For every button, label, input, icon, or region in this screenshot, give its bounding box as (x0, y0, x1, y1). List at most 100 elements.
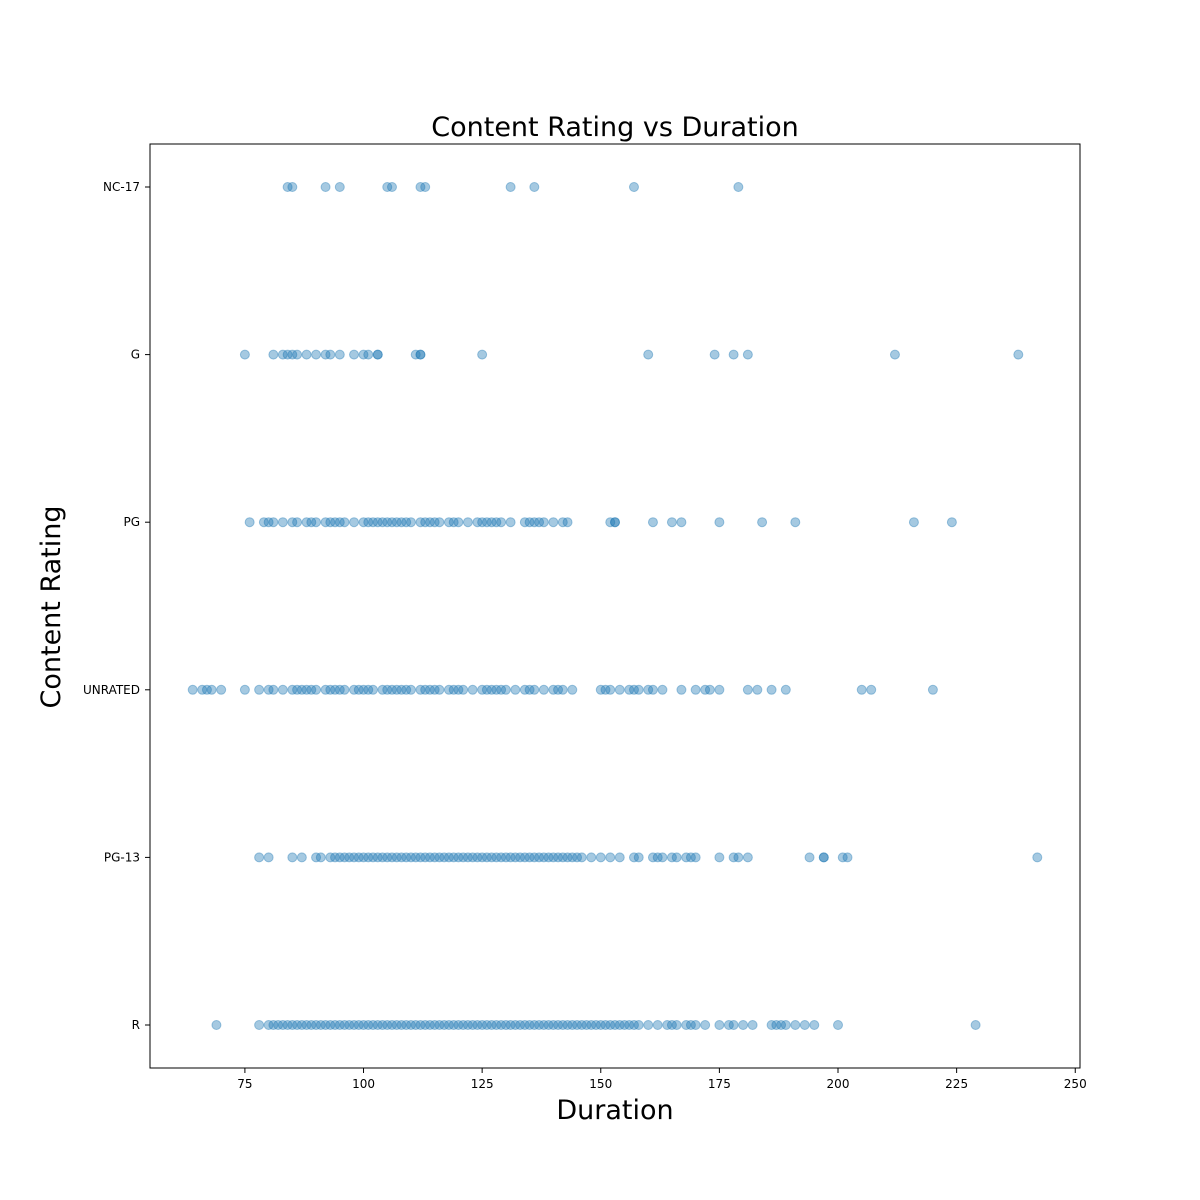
data-point (614, 852, 625, 863)
data-point (799, 1020, 810, 1030)
data-point (420, 684, 431, 695)
data-point (562, 1020, 573, 1030)
data-point (306, 1020, 317, 1030)
data-point (311, 684, 322, 695)
data-point (372, 517, 383, 528)
data-point (666, 1020, 677, 1030)
data-point (548, 684, 559, 695)
data-point (386, 852, 397, 863)
data-point (306, 517, 317, 528)
data-point (633, 852, 644, 863)
data-point (415, 1020, 426, 1030)
data-point (401, 1020, 412, 1030)
data-point (538, 852, 549, 863)
data-point (657, 852, 668, 863)
data-point (553, 852, 564, 863)
data-point (557, 684, 568, 695)
data-point (657, 684, 668, 695)
data-point (405, 852, 416, 863)
data-point (287, 684, 298, 695)
data-point (600, 1020, 611, 1030)
data-point (443, 517, 454, 528)
data-point (349, 517, 360, 528)
data-point (410, 349, 421, 360)
data-point (434, 1020, 445, 1030)
data-point (382, 182, 393, 192)
data-point (605, 517, 616, 528)
data-point (325, 852, 336, 863)
data-point (481, 1020, 492, 1030)
data-point (320, 1020, 331, 1030)
data-point (491, 1020, 502, 1030)
data-point (368, 684, 379, 695)
data-point (496, 684, 507, 695)
data-point (842, 852, 853, 863)
data-point (818, 852, 829, 863)
data-point (519, 684, 530, 695)
data-point (647, 852, 658, 863)
y-tick-label: G (131, 348, 140, 362)
data-point (443, 1020, 454, 1030)
data-point (277, 349, 288, 360)
data-point (491, 517, 502, 528)
data-point (420, 517, 431, 528)
data-point (353, 852, 364, 863)
data-point (709, 349, 720, 360)
data-point (386, 517, 397, 528)
data-point (320, 182, 331, 192)
data-point (453, 517, 464, 528)
data-point (738, 1020, 749, 1030)
data-point (339, 684, 350, 695)
data-point (386, 684, 397, 695)
data-point (391, 852, 402, 863)
data-point (405, 517, 416, 528)
data-point (334, 182, 345, 192)
data-point (358, 349, 369, 360)
data-point (330, 1020, 341, 1030)
data-point (320, 684, 331, 695)
data-point (610, 517, 620, 528)
data-point (301, 684, 312, 695)
data-point (690, 684, 701, 695)
data-point (386, 182, 397, 192)
data-point (576, 1020, 587, 1030)
data-point (301, 517, 312, 528)
data-point (325, 684, 336, 695)
data-point (733, 182, 744, 192)
data-point (296, 852, 307, 863)
data-point (614, 1020, 625, 1030)
data-point (424, 517, 435, 528)
data-point (619, 1020, 630, 1030)
data-point (405, 1020, 416, 1030)
data-point (377, 517, 388, 528)
data-point (382, 1020, 393, 1030)
x-axis: 75 100 125 150 175 200 225 250 (237, 1068, 1087, 1091)
data-point (690, 1020, 701, 1030)
data-point (363, 1020, 374, 1030)
y-tick-label: R (132, 1018, 140, 1032)
data-point (467, 1020, 478, 1030)
data-point (833, 1020, 844, 1030)
data-point (448, 517, 459, 528)
data-point (363, 517, 374, 528)
data-point (358, 517, 369, 528)
data-point (472, 517, 483, 528)
data-point (277, 517, 288, 528)
data-point (519, 852, 530, 863)
data-point (481, 852, 492, 863)
data-point (448, 852, 459, 863)
data-point (429, 852, 440, 863)
data-point (500, 1020, 511, 1030)
data-point (263, 517, 274, 528)
data-point (633, 684, 644, 695)
data-point (201, 684, 212, 695)
data-point (676, 517, 687, 528)
data-point (292, 1020, 303, 1030)
data-point (500, 684, 511, 695)
data-point (714, 517, 725, 528)
data-point (429, 684, 440, 695)
data-point (401, 517, 412, 528)
data-point (254, 684, 265, 695)
data-point (405, 684, 416, 695)
data-point (292, 517, 303, 528)
